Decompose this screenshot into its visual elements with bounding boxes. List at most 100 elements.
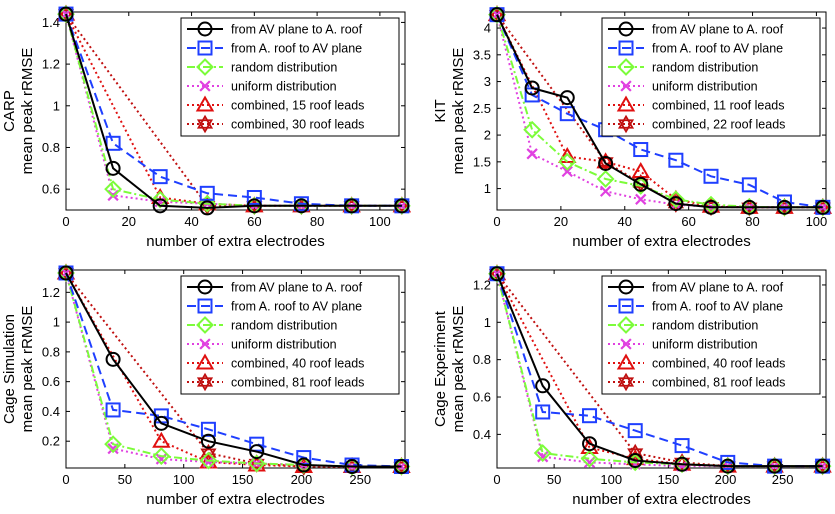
legend-label: from A. roof to AV plane	[231, 42, 362, 56]
legend-entry: combined, 40 roof leads	[187, 353, 364, 371]
y-tick-label: 0.6	[42, 182, 60, 197]
data-point	[627, 423, 643, 439]
legend-label: from A. roof to AV plane	[652, 300, 783, 314]
legend-entry: combined, 40 roof leads	[608, 353, 785, 371]
legend-marker	[197, 279, 213, 295]
legend-entry: random distribution	[187, 316, 337, 334]
legend-entry: uniform distribution	[187, 80, 337, 94]
legend-label: random distribution	[231, 319, 337, 333]
legend-label: uniform distribution	[652, 80, 758, 94]
data-point	[198, 194, 217, 213]
data-point	[703, 199, 719, 215]
x-tick-label: 250	[349, 472, 371, 487]
data-point	[200, 433, 216, 449]
legend-label: uniform distribution	[231, 338, 337, 352]
data-point	[596, 170, 615, 188]
legend-entry: combined, 15 roof leads	[187, 95, 364, 113]
legend-entry: from A. roof to AV plane	[608, 40, 783, 56]
x-tick-label: 0	[62, 472, 69, 487]
legend-entry: uniform distribution	[608, 80, 758, 94]
y-tick-label: 0.6	[473, 390, 491, 405]
legend-label: random distribution	[652, 319, 758, 333]
legend-label: from AV plane to A. roof	[231, 23, 363, 37]
data-point	[596, 152, 615, 169]
legend-entry: from AV plane to A. roof	[187, 21, 363, 37]
y-axis-label-dataset: KIT	[432, 99, 449, 122]
legend-marker	[617, 316, 635, 334]
series-av	[58, 265, 409, 475]
y-tick-label: 1.2	[42, 285, 60, 300]
legend-marker	[618, 279, 634, 295]
x-axis-label: number of extra electrodes	[146, 233, 324, 250]
panel-cage-simulation: 0 50 100 150 200 250 0.2 0.4 0.6 0.8 1 1.2 number of…	[1, 263, 411, 508]
legend-label: from A. roof to AV plane	[652, 42, 783, 56]
legend-entry: combined, 11 roof leads	[608, 95, 785, 113]
legend-entry: random distribution	[187, 58, 337, 76]
x-tick-label: 50	[547, 472, 561, 487]
legend-marker	[618, 40, 634, 56]
data-point	[152, 198, 168, 214]
x-tick-label: 0	[62, 214, 69, 229]
x-tick-label: 100	[600, 472, 622, 487]
x-tick-label: 80	[310, 214, 324, 229]
data-point	[776, 194, 792, 210]
x-tick-label: 100	[173, 472, 195, 487]
y-axis-label: mean peak rRMSE	[450, 48, 467, 175]
legend-marker	[196, 114, 214, 134]
legend-entry: combined, 81 roof leads	[187, 372, 364, 392]
legend-label: random distribution	[652, 61, 758, 75]
data-point	[105, 351, 121, 367]
x-tick-label: 0	[493, 472, 500, 487]
series-av	[489, 7, 831, 215]
series-line	[65, 272, 402, 468]
y-tick-label: 0.4	[42, 404, 60, 419]
data-point	[741, 199, 757, 215]
data-point	[703, 168, 719, 184]
x-tick-label: 100	[369, 214, 391, 229]
panel-carp: 0 20 40 60 80 100 0.6 0.8 1 1.2 1.4 number of extra…	[1, 4, 412, 250]
data-point	[580, 449, 599, 468]
data-point	[105, 135, 121, 151]
data-point	[523, 120, 542, 139]
legend-marker	[197, 21, 213, 37]
data-point	[293, 198, 309, 214]
data-point	[199, 451, 218, 470]
data-point	[776, 199, 792, 215]
legend-label: from AV plane to A. roof	[652, 281, 784, 295]
legend-marker	[617, 114, 635, 134]
x-tick-label: 60	[247, 214, 261, 229]
data-point	[246, 198, 262, 214]
legend-marker	[199, 338, 211, 350]
data-point	[582, 408, 598, 424]
data-point	[524, 80, 540, 96]
y-tick-label: 0.8	[473, 352, 491, 367]
data-point	[344, 459, 360, 475]
data-point	[152, 169, 168, 185]
legend-label: uniform distribution	[231, 80, 337, 94]
legend-entry: from AV plane to A. roof	[187, 279, 363, 295]
data-point	[535, 404, 551, 420]
data-point	[631, 177, 650, 195]
data-point	[767, 458, 783, 474]
legend-label: combined, 40 roof leads	[231, 357, 364, 371]
y-tick-label: 1	[53, 315, 60, 330]
data-point	[633, 142, 649, 158]
x-tick-label: 20	[122, 214, 136, 229]
y-tick-label: 1.2	[42, 57, 60, 72]
legend-box	[180, 17, 400, 137]
y-tick-label: 1.2	[473, 277, 491, 292]
legend-box	[601, 275, 821, 395]
x-tick-label: 40	[618, 214, 632, 229]
x-axis-label: number of extra electrodes	[572, 233, 750, 250]
legend-label: from AV plane to A. roof	[231, 281, 363, 295]
data-point	[344, 198, 360, 214]
y-axis-label-dataset: Cage Experiment	[432, 310, 449, 427]
data-point	[151, 190, 170, 209]
data-point	[152, 431, 171, 448]
legend: from AV plane to A. roof from A. roof to …	[180, 275, 400, 395]
x-tick-label: 200	[291, 472, 313, 487]
legend-marker	[196, 316, 214, 334]
x-tick-label: 250	[772, 472, 794, 487]
data-point	[674, 456, 690, 472]
data-point	[635, 193, 647, 205]
